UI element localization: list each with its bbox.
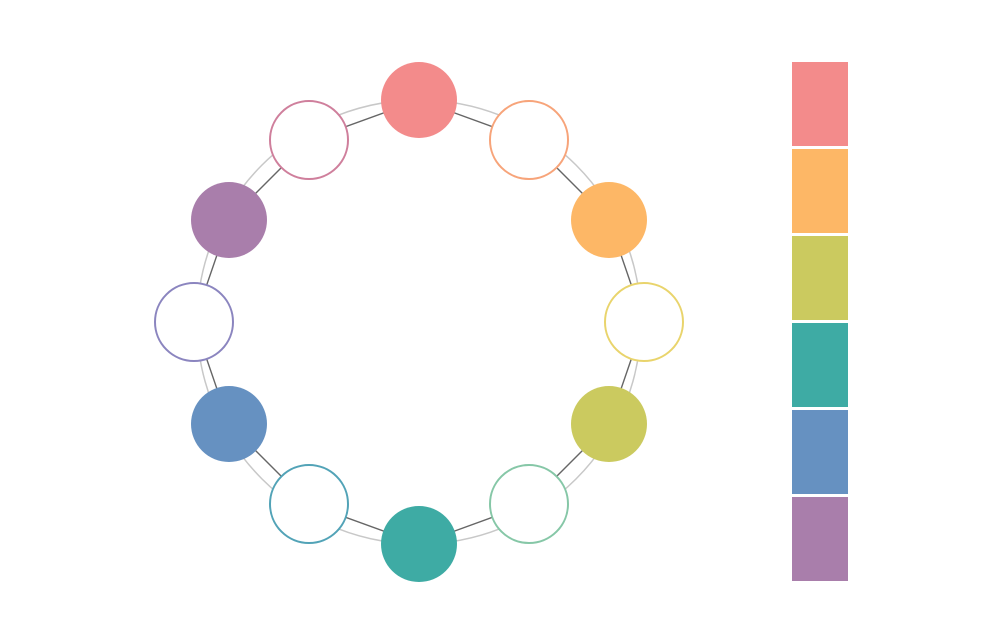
intermediate-color-node	[604, 282, 684, 362]
main-color-node	[191, 386, 267, 462]
main-color-node	[381, 506, 457, 582]
intermediate-color-node	[489, 464, 569, 544]
main-color-node	[571, 386, 647, 462]
main-color-node	[381, 62, 457, 138]
color-swatch	[792, 149, 848, 233]
color-swatch	[792, 323, 848, 407]
main-color-node	[571, 182, 647, 258]
color-swatch-bar	[792, 62, 848, 581]
intermediate-color-node	[269, 100, 349, 180]
color-swatch	[792, 62, 848, 146]
intermediate-color-node	[489, 100, 569, 180]
intermediate-color-node	[154, 282, 234, 362]
color-swatch	[792, 236, 848, 320]
wheel-ring	[196, 99, 642, 545]
main-color-node	[191, 182, 267, 258]
color-swatch	[792, 410, 848, 494]
color-swatch	[792, 497, 848, 581]
intermediate-color-node	[269, 464, 349, 544]
